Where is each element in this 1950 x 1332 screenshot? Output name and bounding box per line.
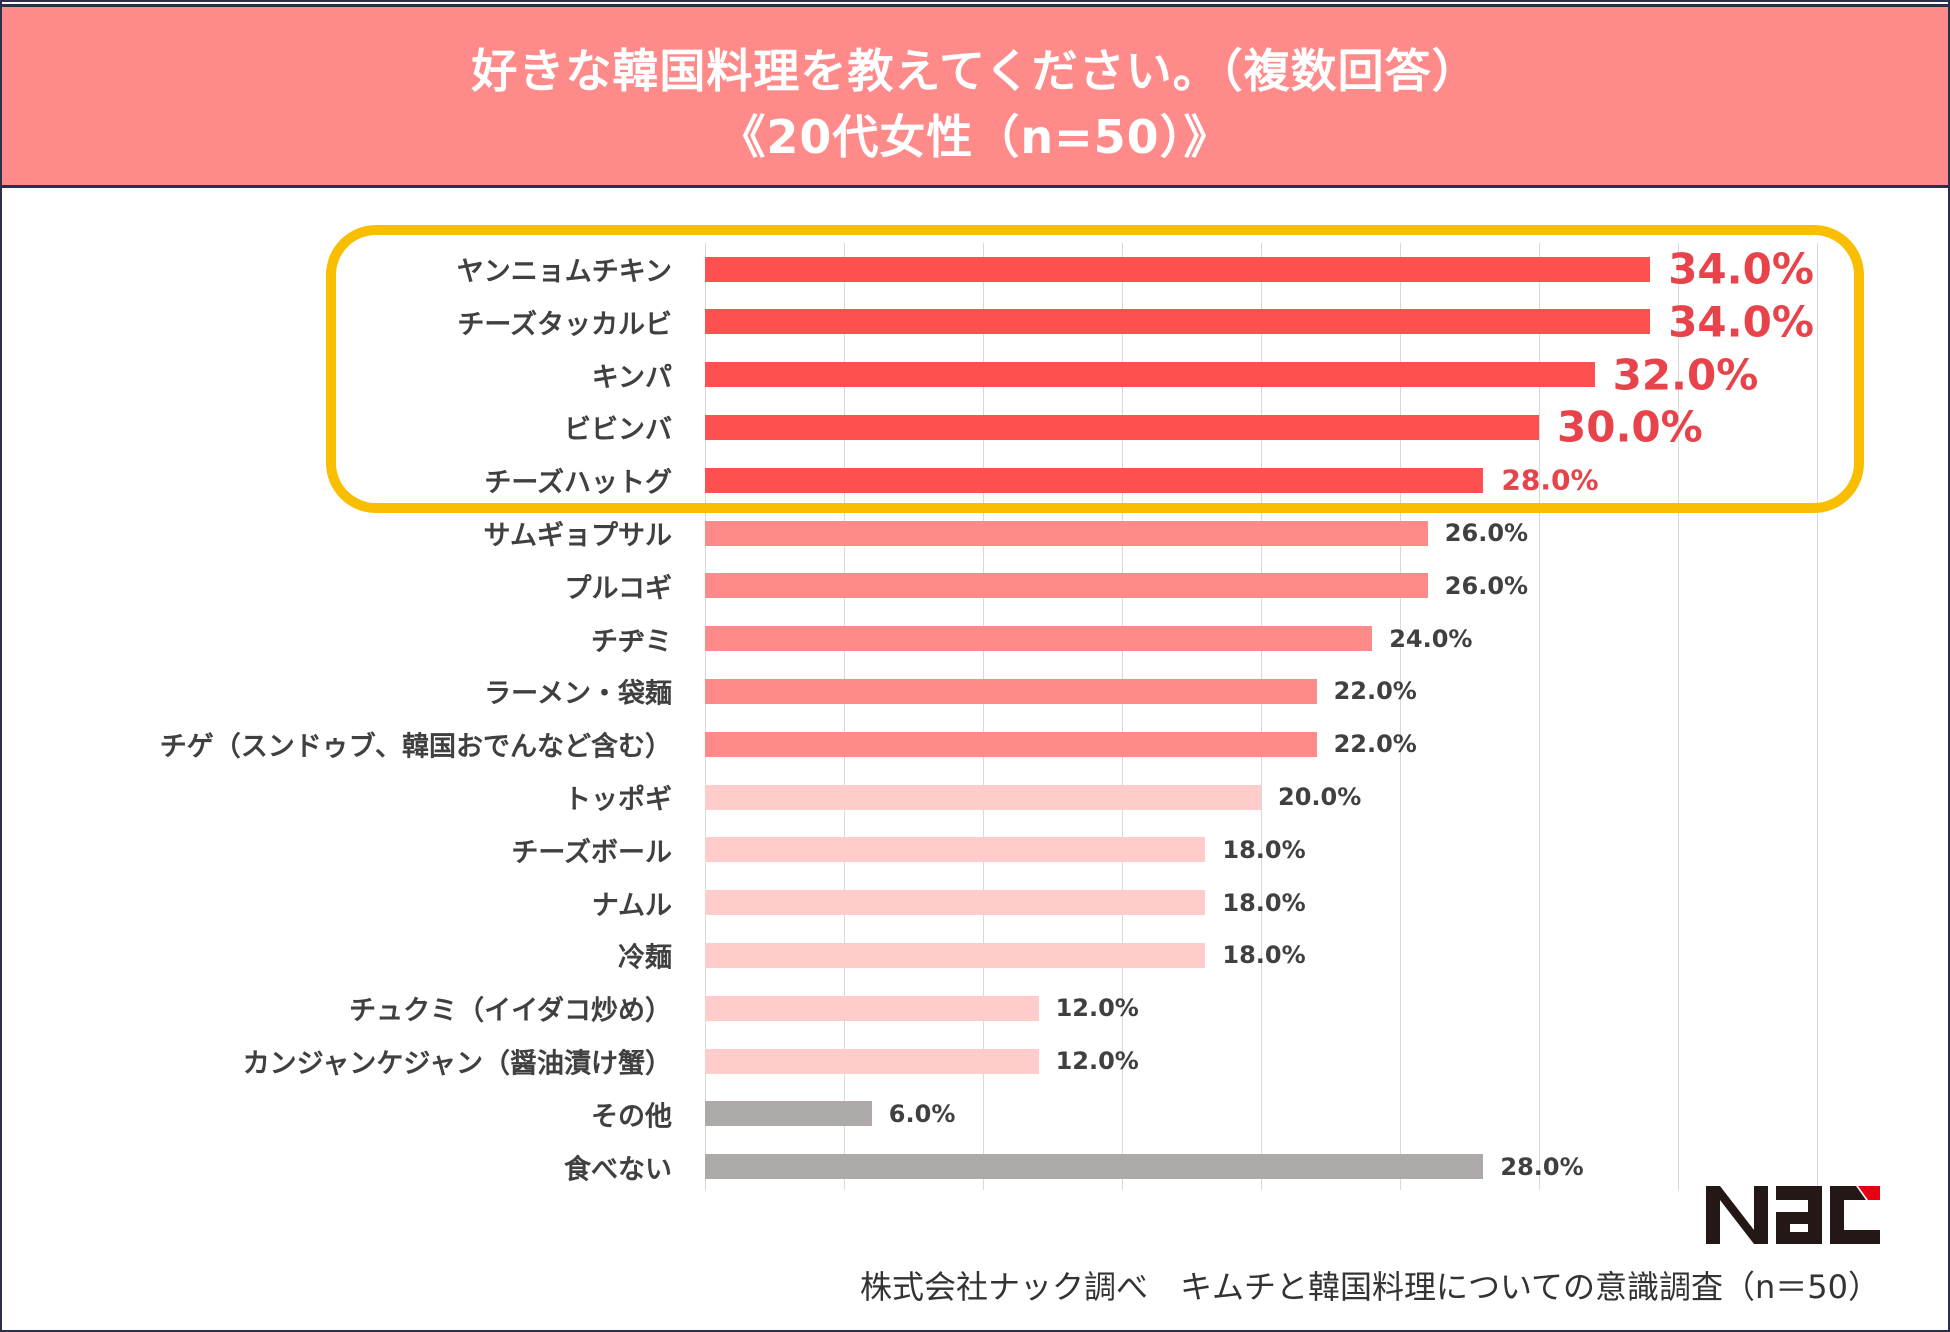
value-label: 22.0% [1333,677,1417,706]
value-label: 34.0% [1668,244,1814,294]
bar [705,1101,872,1127]
bar [705,995,1039,1021]
chart-subtitle: 《20代女性（n=50）》 [719,110,1231,164]
bar [705,467,1484,493]
bar [705,942,1206,968]
gridline [1122,243,1123,1190]
chart-header: 好きな韓国料理を教えてください。（複数回答） 《20代女性（n=50）》 [2,4,1948,188]
gridline [1539,243,1540,1190]
gridline [1817,243,1818,1190]
category-label: カンジャンケジャン（醤油漬け蟹） [242,1048,672,1080]
value-label: 18.0% [1222,941,1306,970]
value-label: 28.0% [1501,463,1599,497]
category-label: チーズボール [511,837,672,869]
bar [705,678,1317,704]
value-label: 28.0% [1500,1152,1584,1181]
category-label: 冷麺 [618,942,672,974]
category-label: サムギョプサル [483,520,672,552]
bar [705,890,1206,916]
value-label: 34.0% [1668,297,1814,347]
value-label: 30.0% [1557,402,1703,452]
value-label: 18.0% [1222,835,1306,864]
value-label: 26.0% [1444,519,1529,547]
bar [705,1048,1039,1074]
top5-highlight-box [326,225,1864,513]
category-label: チヂミ [591,626,672,658]
chart-title: 好きな韓国料理を教えてください。（複数回答） [471,44,1479,98]
value-label: 20.0% [1278,783,1362,811]
category-label: チュクミ（イイダコ炒め） [349,995,672,1027]
category-label: チゲ（スンドゥブ、韓国おでんなど含む） [159,731,672,763]
gridline [1261,243,1262,1190]
gridline [844,243,845,1190]
category-label: チーズハットグ [484,467,672,499]
category-label: ラーメン・袋麺 [484,678,672,710]
gridline [705,243,706,1190]
value-label: 12.0% [1055,994,1139,1023]
bar [705,309,1651,335]
bar [705,520,1428,546]
bar [705,362,1595,388]
bar [705,414,1539,440]
value-label: 26.0% [1444,571,1529,600]
category-label: プルコギ [564,573,672,605]
category-label: ナムル [591,890,672,922]
category-label: ビビンバ [564,414,672,446]
category-label: キンパ [591,362,672,394]
value-label: 12.0% [1055,1047,1139,1075]
gridline [1400,243,1401,1190]
bar [705,784,1261,810]
category-label: チーズタッカルビ [457,309,672,341]
bar [705,626,1373,652]
gridline [983,243,984,1190]
nac-logo [1706,1186,1880,1248]
value-label: 18.0% [1222,888,1306,917]
gridline [1678,243,1679,1190]
bar [705,256,1651,282]
bar [705,731,1317,757]
bar [705,837,1206,863]
value-label: 32.0% [1612,350,1759,400]
value-label: 24.0% [1389,624,1473,653]
value-label: 6.0% [888,1099,956,1128]
category-label: 食べない [564,1154,672,1186]
value-label: 22.0% [1333,730,1417,759]
category-label: トッポギ [564,784,672,816]
category-label: その他 [591,1101,672,1133]
bar [705,1154,1484,1180]
category-label: ヤンニョムチキン [456,256,672,288]
source-note: 株式会社ナック調べ キムチと韓国料理についての意識調査（n＝50） [859,1268,1880,1306]
bar [705,573,1428,599]
